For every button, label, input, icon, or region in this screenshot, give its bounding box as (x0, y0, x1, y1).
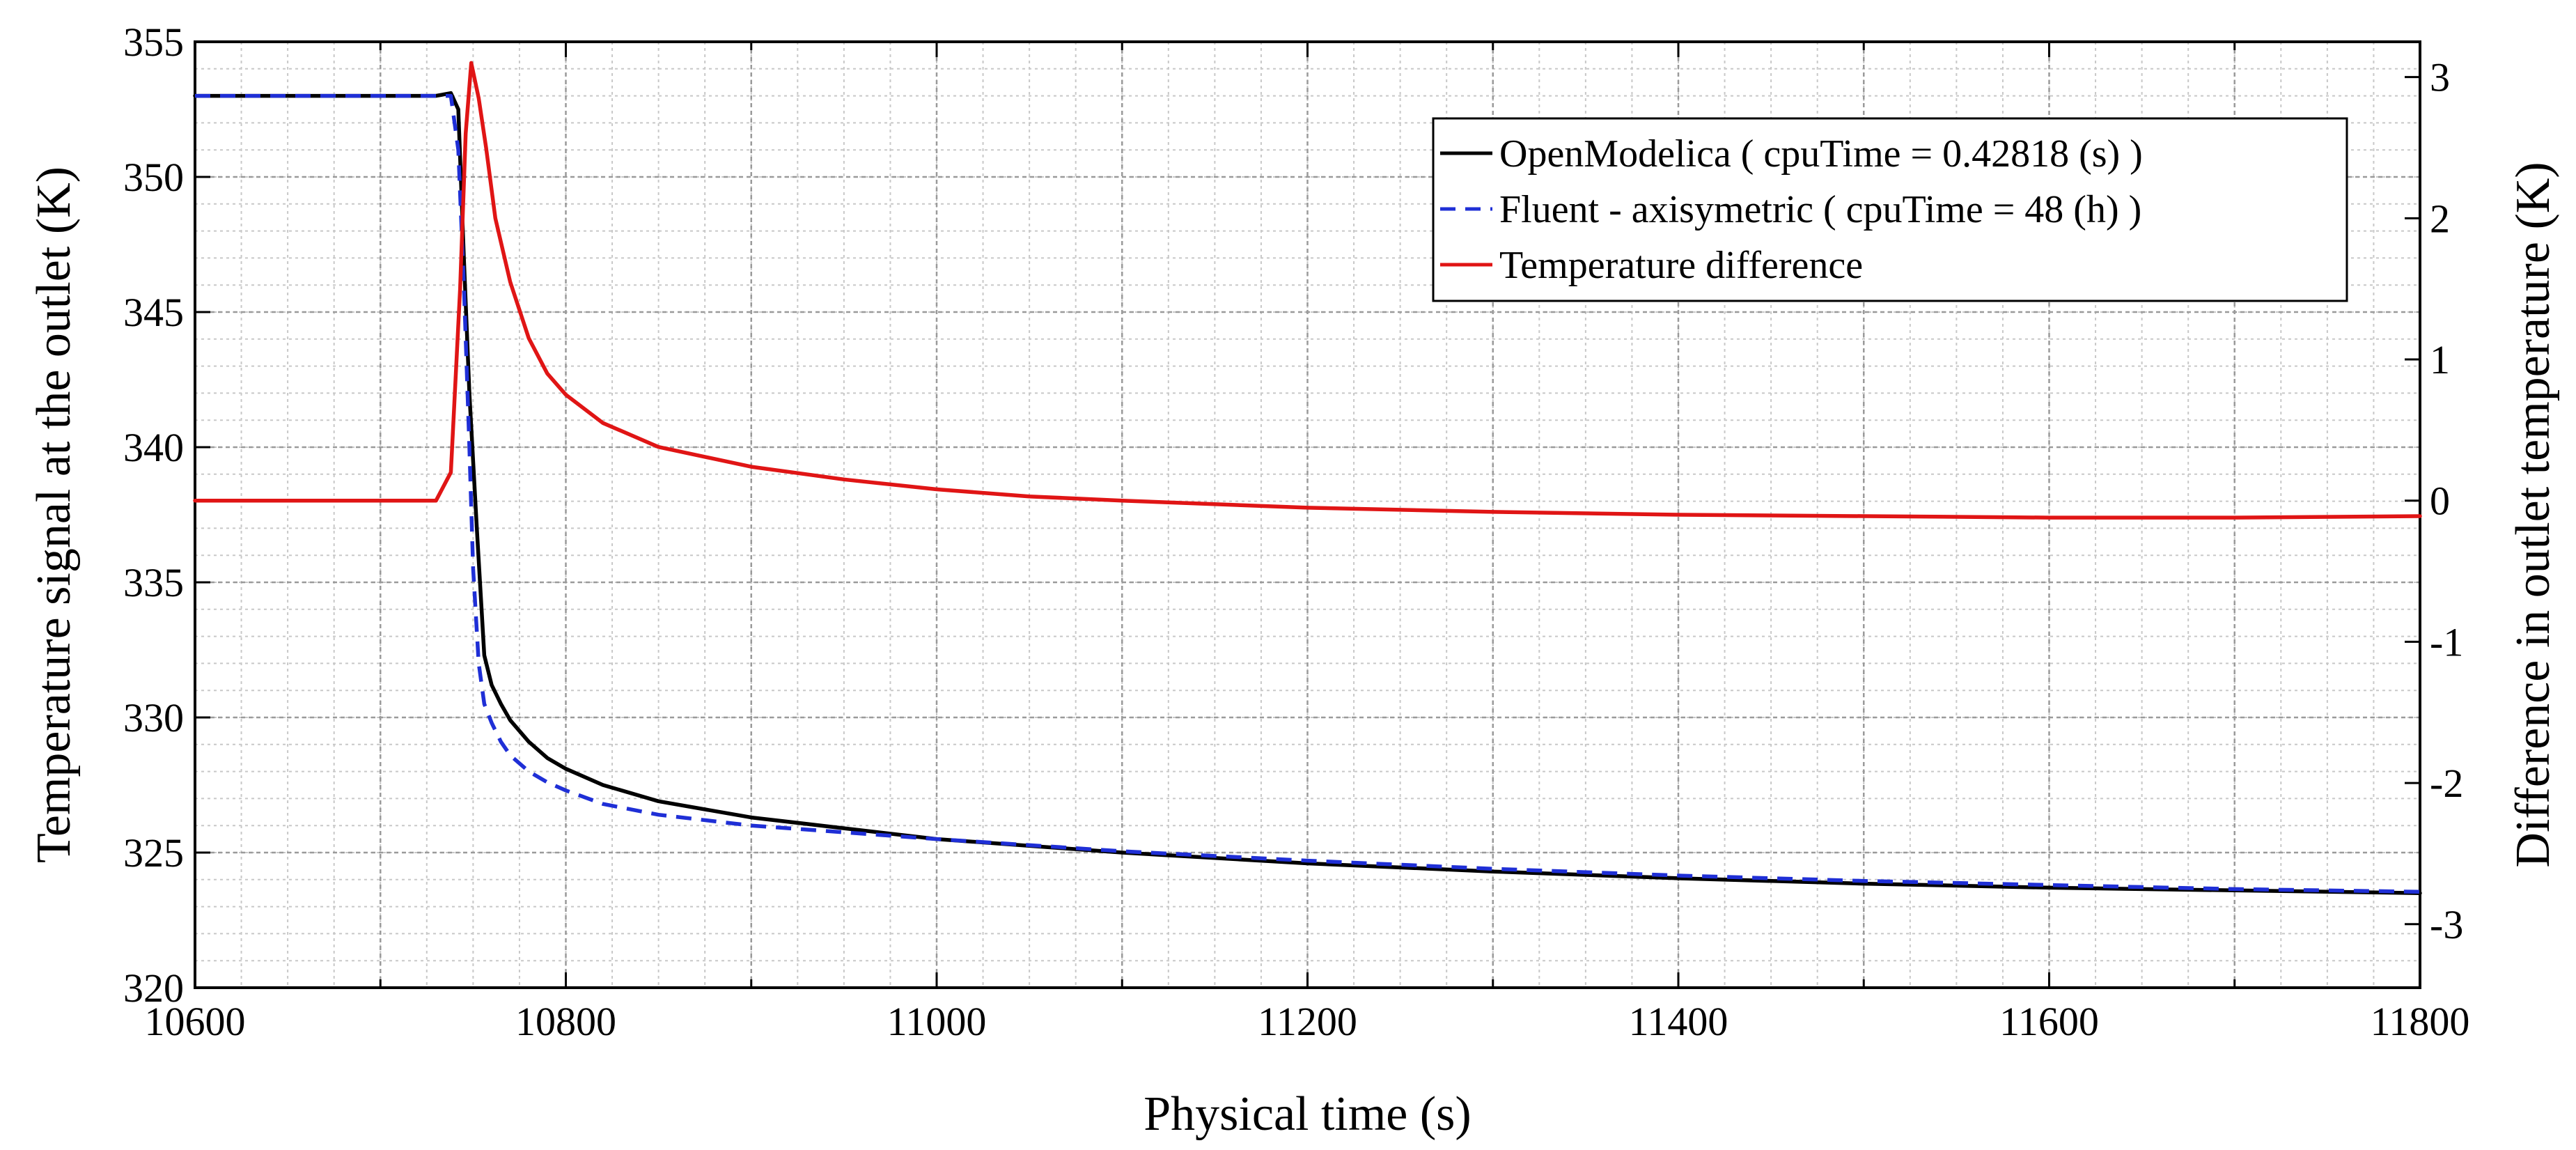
series-line-fluent (195, 93, 2421, 894)
x-tick-label: 10800 (515, 999, 616, 1044)
y-right-tick-label: 3 (2430, 55, 2450, 100)
y-left-tick-label: 335 (123, 560, 184, 605)
y-left-tick-label: 330 (123, 695, 184, 740)
legend-label-fluent: Fluent - axisymetric ( cpuTime = 48 (h) … (1499, 188, 2141, 231)
y-right-tick-label: -3 (2430, 902, 2463, 947)
legend: OpenModelica ( cpuTime = 0.42818 (s) ) F… (1432, 117, 2348, 302)
y-right-tick-label: -1 (2430, 619, 2463, 665)
legend-label-openmodelica: OpenModelica ( cpuTime = 0.42818 (s) ) (1499, 132, 2143, 176)
x-tick-label: 11200 (1258, 999, 1357, 1044)
y-left-tick-label: 355 (123, 20, 184, 65)
y-right-tick-label: 0 (2430, 479, 2450, 524)
axis-ticks (194, 40, 2421, 989)
y-right-tick-label: 2 (2430, 196, 2450, 241)
y-axis-right-label: Difference in outlet temperature (K) (2506, 162, 2560, 867)
x-tick-label: 11400 (1629, 999, 1728, 1044)
y-axis-left-label: Temperature signal at the outlet (K) (27, 166, 81, 863)
x-axis-label: Physical time (s) (1143, 1087, 1471, 1141)
y-right-tick-label: 1 (2430, 337, 2450, 382)
y-left-tick-label: 345 (123, 290, 184, 335)
y-left-tick-label: 350 (123, 155, 184, 200)
y-left-tick-label: 340 (123, 425, 184, 470)
y-left-tick-labels: 320 325 330 335 340 345 350 355 (123, 20, 184, 1011)
y-right-tick-label: -2 (2430, 761, 2463, 806)
legend-box (1432, 117, 2348, 302)
x-tick-label: 11000 (887, 999, 987, 1044)
y-left-tick-label: 320 (123, 965, 184, 1011)
x-tick-label: 11800 (2371, 999, 2470, 1044)
x-tick-label: 10600 (145, 999, 246, 1044)
y-left-tick-label: 325 (123, 830, 184, 876)
y-right-tick-labels: -3 -2 -1 0 1 2 3 (2430, 55, 2463, 947)
legend-label-temperature-difference: Temperature difference (1499, 244, 1863, 287)
x-tick-label: 11600 (1999, 999, 2099, 1044)
series-line-temperature-difference (193, 61, 2422, 520)
series-lines (193, 61, 2422, 895)
x-tick-labels: 10600 10800 11000 11200 11400 11600 11800 (145, 999, 2470, 1044)
